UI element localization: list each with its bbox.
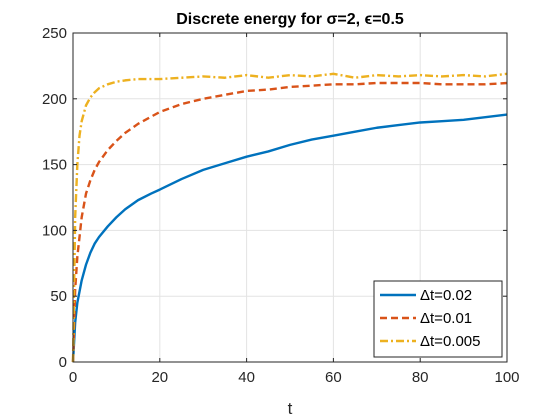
series-line-1 xyxy=(71,113,508,363)
x-axis-label: t xyxy=(288,399,293,418)
x-tick-label: 60 xyxy=(325,369,342,386)
y-tick-label: 150 xyxy=(42,157,67,174)
x-tick-label: 80 xyxy=(412,369,429,386)
y-tick-label: 0 xyxy=(59,354,67,371)
ticks xyxy=(72,32,508,363)
legend: Δt=0.02 Δt=0.01 Δt=0.005 xyxy=(373,280,503,358)
y-tick-label: 100 xyxy=(42,222,67,239)
y-tick-label: 250 xyxy=(42,25,67,42)
x-tick-label: 0 xyxy=(69,369,77,386)
series-line-2 xyxy=(71,81,508,363)
x-tick-label: 40 xyxy=(238,369,255,386)
series-line-3 xyxy=(71,72,508,363)
legend-label-3: Δt=0.005 xyxy=(420,333,480,350)
legend-label-1: Δt=0.02 xyxy=(420,287,472,304)
axes-box xyxy=(72,32,508,363)
series-lines xyxy=(71,72,508,363)
y-tick-label: 200 xyxy=(42,91,67,108)
tick-labels: 0 20 40 60 80 100 0 50 100 150 200 250 xyxy=(42,25,520,386)
x-tick-label: 20 xyxy=(151,369,168,386)
chart-title: Discrete energy for σ=2, ϵ=0.5 xyxy=(176,11,404,28)
y-tick-label: 50 xyxy=(50,288,67,305)
legend-label-2: Δt=0.01 xyxy=(420,310,472,327)
x-tick-label: 100 xyxy=(494,369,519,386)
